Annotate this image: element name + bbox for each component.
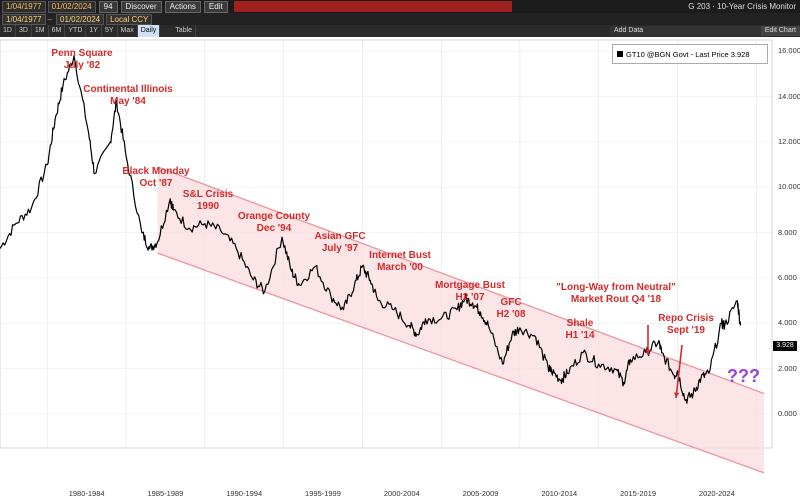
y-tick-label: 6.000 xyxy=(778,273,797,282)
tab-ytd[interactable]: YTD xyxy=(65,25,87,37)
annotation-line: Shale xyxy=(566,318,594,329)
annotation-line: GFC xyxy=(500,297,522,308)
annotation-line: May '84 xyxy=(110,96,146,107)
table-button[interactable]: Table xyxy=(172,25,197,37)
crisis-annotation: Repo Crisis Sept '19 xyxy=(658,313,714,337)
crisis-annotation: Mortgage Bust H2 '07 xyxy=(435,280,505,304)
annotation-line: "Long-Way from Neutral" xyxy=(556,282,676,293)
tab-1d[interactable]: 1D xyxy=(0,25,16,37)
annotation-line: 1990 xyxy=(196,201,220,212)
discover-prefix: 94 xyxy=(98,0,118,13)
x-tick-label: 2020-2024 xyxy=(698,489,735,498)
annotation-line: July '82 xyxy=(63,60,101,71)
actions-button[interactable]: Actions xyxy=(164,0,201,13)
annotation-line: Orange County xyxy=(237,211,311,222)
annotation-line: March '00 xyxy=(377,262,423,273)
date-range-bar: 1/04/1977 – 01/02/2024 Local CCY xyxy=(0,13,800,25)
y-tick-label: 8.000 xyxy=(778,227,797,237)
crisis-annotation: GFC H2 '08 xyxy=(496,297,525,321)
period-tabs: 1D 3D 1M 6M YTD 1Y 5Y Max Daily Table xyxy=(0,25,800,37)
trend-channel-lower-edge xyxy=(157,252,765,474)
tab-3d[interactable]: 3D xyxy=(16,25,32,37)
annotation-line: Oct '87 xyxy=(139,178,173,189)
crisis-annotation: Orange County Dec '94 xyxy=(238,211,310,235)
x-tick-label: 1990-1994 xyxy=(226,489,263,498)
tab-1y[interactable]: 1Y xyxy=(86,25,102,37)
annotation-line: Market Rout Q4 '18 xyxy=(570,294,662,305)
annotation-line: Repo Crisis xyxy=(658,313,714,324)
crisis-annotation: S&L Crisis 1990 xyxy=(183,189,233,213)
annotation-line: Penn Square xyxy=(51,48,113,59)
start-date-field[interactable]: 1/04/1977 xyxy=(2,0,46,13)
add-data-button[interactable]: Add Data xyxy=(610,26,761,36)
crisis-annotation: Asian GFC July '97 xyxy=(314,231,365,255)
annotation-line: Sept '19 xyxy=(667,325,705,336)
end-date-input[interactable]: 01/02/2024 xyxy=(56,13,105,25)
annotation-line: H2 '07 xyxy=(455,292,485,303)
window-title: G 203 · 10-Year Crisis Monitor xyxy=(688,2,796,11)
end-date-field[interactable]: 01/02/2024 xyxy=(47,0,96,13)
annotation-line: Mortgage Bust xyxy=(435,280,505,291)
legend-label: GT10 @BGN Govt - Last Price 3.928 xyxy=(626,49,750,59)
trend-channel xyxy=(157,166,765,473)
annotation-line: July '97 xyxy=(321,243,359,254)
currency-select[interactable]: Local CCY xyxy=(106,13,153,25)
tab-daily[interactable]: Daily xyxy=(137,25,161,37)
yield-chart xyxy=(0,39,773,474)
x-tick-label: 2000-2004 xyxy=(383,489,420,498)
question-marks: ??? xyxy=(727,366,760,386)
x-tick-label: 1995-1999 xyxy=(305,489,341,498)
edit-chart-button[interactable]: Edit Chart xyxy=(760,26,800,36)
y-tick-label: 0.000 xyxy=(778,409,797,418)
y-tick-label: 14.000 xyxy=(778,91,800,101)
y-tick-label: 4.000 xyxy=(778,318,797,328)
chart-legend: GT10 @BGN Govt - Last Price 3.928 xyxy=(612,44,768,64)
trend-channel-upper-edge xyxy=(157,166,765,395)
title-banner xyxy=(233,1,512,12)
annotation-line: H2 '08 xyxy=(496,309,526,320)
x-tick-label: 1985-1989 xyxy=(147,489,184,498)
annotation-line: Dec '94 xyxy=(256,223,292,234)
tab-max[interactable]: Max xyxy=(118,25,138,37)
discover-button[interactable]: Discover xyxy=(120,0,162,13)
y-tick-label: 10.000 xyxy=(778,182,800,192)
y-tick-label: 2.000 xyxy=(778,363,797,373)
annotation-line: S&L Crisis xyxy=(182,189,234,200)
right-panel-bar: Add Data Edit Chart xyxy=(610,26,800,36)
last-price-tag: 3.928 xyxy=(773,341,797,351)
tab-5y[interactable]: 5Y xyxy=(102,25,118,37)
annotation-line: Black Monday xyxy=(122,166,190,177)
crisis-annotation: Shale H1 '14 xyxy=(565,318,594,342)
series-line-gt10 xyxy=(0,55,742,404)
legend-swatch xyxy=(617,51,623,57)
x-tick-label: 2005-2009 xyxy=(462,489,499,498)
annotation-line: Asian GFC xyxy=(314,231,366,242)
top-toolbar: 1/04/1977 01/02/2024 94 Discover Actions… xyxy=(0,0,800,13)
annotation-line: H1 '14 xyxy=(565,330,595,341)
arrow-repo-crisis xyxy=(674,344,683,399)
edit-button[interactable]: Edit xyxy=(203,0,228,13)
arrow-market-rout xyxy=(645,325,651,355)
crisis-annotation: Black Monday Oct '87 xyxy=(122,166,189,190)
crisis-annotation: Continental Illinois May '84 xyxy=(83,84,172,108)
y-tick-label: 12.000 xyxy=(778,137,800,146)
crisis-annotation: Penn Square July '82 xyxy=(51,48,112,72)
tab-1m[interactable]: 1M xyxy=(32,25,49,37)
x-tick-label: 2010-2014 xyxy=(541,489,578,498)
y-tick-label: 16.000 xyxy=(778,46,800,56)
annotation-line: Continental Illinois xyxy=(83,84,173,95)
annotation-line: Internet Bust xyxy=(369,250,431,261)
crisis-annotation: Internet Bust March '00 xyxy=(369,250,431,274)
crisis-annotation: "Long-Way from Neutral" Market Rout Q4 '1… xyxy=(556,282,676,306)
start-date-input[interactable]: 1/04/1977 xyxy=(2,13,46,25)
x-tick-label: 1980-1984 xyxy=(68,489,105,498)
date-separator: – xyxy=(47,14,53,24)
tab-6m[interactable]: 6M xyxy=(49,25,66,37)
x-tick-label: 2015-2019 xyxy=(620,489,657,498)
